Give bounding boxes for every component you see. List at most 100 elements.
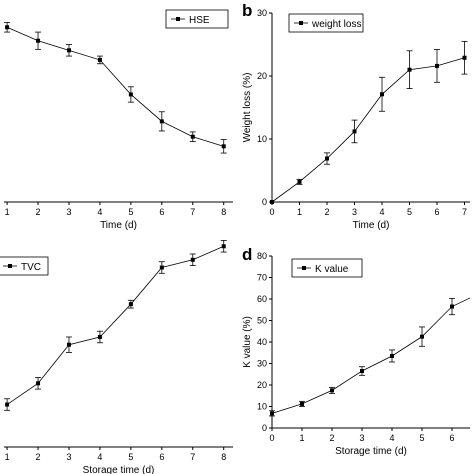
x-tick-label: 7 (190, 207, 195, 217)
data-point (36, 381, 41, 386)
y-tick-label: 30 (257, 359, 267, 369)
data-point (66, 48, 71, 53)
y-tick-label: 50 (257, 316, 267, 326)
y-tick-label: 40 (257, 337, 267, 347)
series-line (6, 245, 224, 405)
x-tick-label: 2 (36, 452, 41, 462)
data-point (300, 401, 304, 406)
series-line (6, 26, 224, 147)
data-point (330, 388, 334, 393)
legend-box (165, 9, 229, 29)
series-line (271, 57, 465, 203)
panel-letter-d: d (242, 245, 252, 264)
legend-marker (8, 264, 12, 268)
data-point (128, 92, 133, 97)
x-tick-label: 3 (66, 452, 71, 462)
data-point (420, 334, 424, 339)
y-tick-label: 0 (262, 197, 267, 207)
data-point (352, 129, 357, 134)
data-point (5, 25, 10, 30)
data-point (190, 134, 195, 139)
data-point (97, 57, 102, 62)
x-tick-label: 7 (190, 452, 195, 462)
x-tick-label: 4 (97, 452, 102, 462)
x-axis-label: Time (d) (100, 220, 137, 231)
panel-a: 1 2 3 4 5 6 7 8 Time (d) HSE (4, 9, 233, 231)
legend-marker (302, 266, 306, 270)
x-tick-label: 6 (434, 207, 439, 217)
data-point (462, 55, 467, 60)
legend-label: K value (315, 264, 349, 275)
x-axis-label: Storage time (d) (83, 465, 155, 474)
legend-box (288, 13, 364, 33)
x-tick-label: 1 (297, 207, 302, 217)
data-point (159, 265, 164, 270)
data-point (360, 369, 364, 374)
legend-marker (176, 17, 180, 21)
y-tick-label: 30 (257, 8, 267, 18)
x-tick-label: 0 (269, 207, 274, 217)
data-point (270, 200, 274, 204)
data-point (221, 244, 226, 249)
data-point (5, 402, 10, 407)
x-tick-label: 3 (352, 207, 357, 217)
x-tick-label: 7 (462, 207, 467, 217)
data-point (190, 257, 195, 262)
y-tick-label: 20 (257, 71, 267, 81)
x-tick-label: 4 (379, 207, 384, 217)
x-tick-label: 5 (407, 207, 412, 217)
data-point (36, 38, 41, 43)
data-point (380, 92, 384, 97)
x-tick-label: 5 (419, 433, 424, 443)
legend-box (291, 258, 363, 278)
legend-marker (299, 21, 303, 25)
legend-label: HSE (189, 15, 210, 26)
x-axis-label: Storage time (d) (335, 446, 407, 457)
panel-b: 0 1 2 3 4 5 6 7 0 10 20 30 Time (d) Weight loss (%) we… (242, 8, 470, 231)
x-axis-label: Time (d) (353, 220, 390, 231)
y-tick-label: 70 (257, 273, 267, 283)
panel-letter-b: b (242, 1, 252, 20)
data-point (128, 302, 133, 307)
y-axis-label: K value (%) (242, 316, 253, 368)
x-tick-label: 5 (128, 207, 133, 217)
x-tick-label: 2 (324, 207, 329, 217)
y-tick-label: 0 (262, 423, 267, 433)
y-axis-label: Weight loss (%) (242, 73, 253, 143)
x-tick-label: 1 (5, 452, 10, 462)
legend-box (0, 256, 49, 276)
data-point (66, 342, 71, 347)
x-tick-label: 6 (449, 433, 454, 443)
data-point (297, 179, 302, 184)
data-point (325, 156, 329, 161)
x-tick-label: 4 (97, 207, 102, 217)
x-tick-label: 8 (221, 452, 226, 462)
y-tick-label: 20 (257, 380, 267, 390)
data-point (159, 119, 164, 124)
x-tick-label: 0 (269, 433, 274, 443)
y-tick-label: 10 (257, 402, 267, 412)
data-point (435, 63, 439, 68)
x-tick-label: 3 (66, 207, 71, 217)
data-point (390, 353, 394, 358)
x-tick-label: 1 (299, 433, 304, 443)
data-point (407, 67, 412, 72)
x-tick-label: 6 (159, 452, 164, 462)
x-tick-label: 6 (159, 207, 164, 217)
x-tick-label: 4 (389, 433, 394, 443)
data-point (450, 304, 454, 309)
x-tick-label: 3 (359, 433, 364, 443)
legend-label: TVC (21, 262, 41, 273)
data-point (270, 411, 274, 416)
y-tick-label: 10 (257, 134, 267, 144)
panel-c: 1 2 3 4 5 6 7 8 Storage time (d) TVC (0, 240, 233, 474)
x-tick-label: 1 (5, 207, 10, 217)
x-tick-label: 8 (221, 207, 226, 217)
x-tick-label: 2 (329, 433, 334, 443)
x-tick-label: 2 (36, 207, 41, 217)
data-point (97, 334, 102, 339)
y-tick-label: 60 (257, 294, 267, 304)
x-tick-label: 5 (128, 452, 133, 462)
